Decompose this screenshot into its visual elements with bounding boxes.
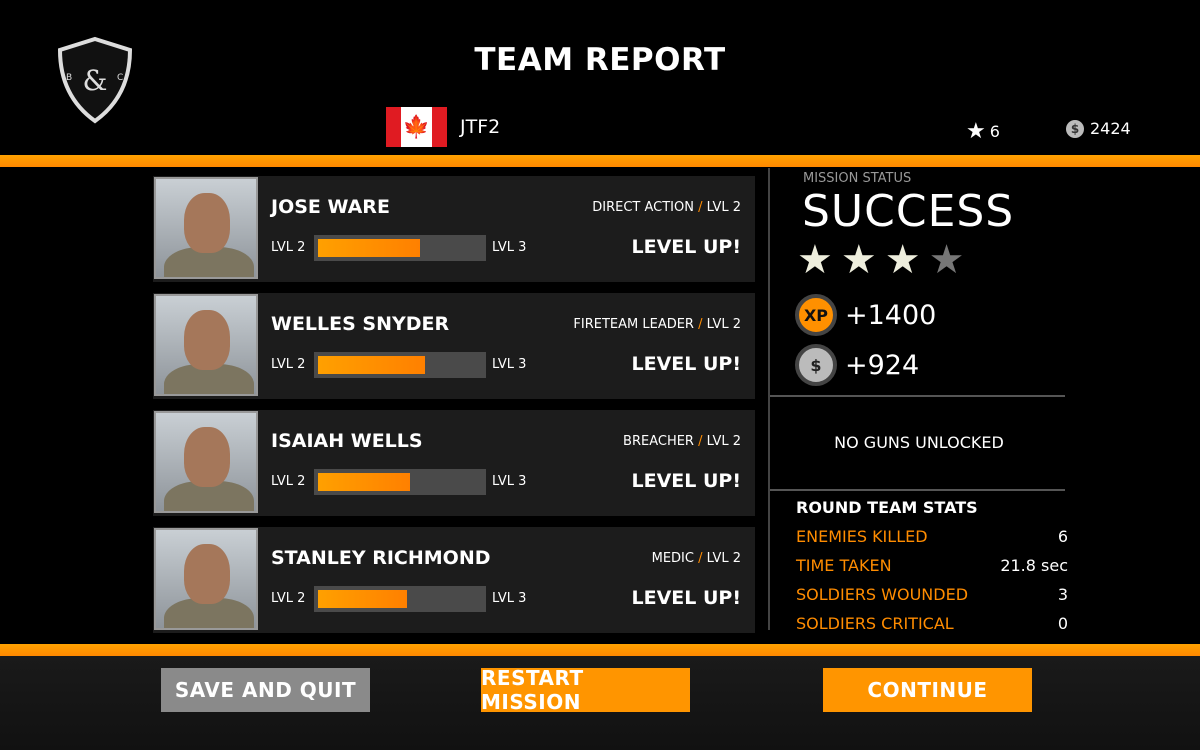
- stat-row: TIME TAKEN 21.8 sec: [796, 556, 1068, 575]
- xp-icon: XP: [795, 294, 837, 336]
- mission-status: SUCCESS: [802, 186, 1015, 237]
- stat-label: ENEMIES KILLED: [796, 527, 928, 546]
- xp-reward: XP +1400: [795, 294, 936, 336]
- soldier-portrait: [154, 177, 258, 279]
- svg-text:C: C: [117, 73, 123, 83]
- stat-label: SOLDIERS WOUNDED: [796, 585, 969, 604]
- xp-progress-bar: [314, 469, 486, 495]
- soldier-role: FIRETEAM LEADER / LVL 2: [573, 317, 741, 332]
- next-level: LVL 3: [492, 591, 527, 606]
- xp-progress-fill: [318, 356, 425, 374]
- guns-unlocked: NO GUNS UNLOCKED: [834, 433, 1004, 452]
- xp-progress-bar: [314, 586, 486, 612]
- dollar-icon: $: [795, 344, 837, 386]
- current-level: LVL 2: [271, 591, 306, 606]
- soldier-portrait: [154, 294, 258, 396]
- xp-progress-fill: [318, 239, 420, 257]
- next-level: LVL 3: [492, 474, 527, 489]
- soldier-name: WELLES SNYDER: [271, 313, 450, 335]
- mission-status-label: MISSION STATUS: [803, 171, 912, 186]
- current-level: LVL 2: [271, 357, 306, 372]
- level-up-status: LEVEL UP!: [631, 353, 741, 375]
- stat-value: 21.8 sec: [1000, 556, 1068, 575]
- soldier-card: ISAIAH WELLS BREACHER / LVL 2 LVL 2 LVL …: [153, 410, 755, 516]
- divider: [770, 489, 1065, 491]
- level-up-status: LEVEL UP!: [631, 236, 741, 258]
- level-up-status: LEVEL UP!: [631, 587, 741, 609]
- stat-value: 0: [1057, 614, 1068, 633]
- soldier-card: STANLEY RICHMOND MEDIC / LVL 2 LVL 2 LVL…: [153, 527, 755, 633]
- stat-label: TIME TAKEN: [796, 556, 892, 575]
- xp-progress-fill: [318, 590, 407, 608]
- svg-text:&: &: [83, 64, 108, 97]
- star-icon: ★: [797, 237, 833, 283]
- stat-value: 6: [1057, 527, 1068, 546]
- level-up-status: LEVEL UP!: [631, 470, 741, 492]
- divider-stripe: [0, 644, 1200, 656]
- save-and-quit-button[interactable]: SAVE AND QUIT: [161, 668, 370, 712]
- next-level: LVL 3: [492, 357, 527, 372]
- star-icon: ★: [840, 237, 877, 283]
- star-icon: ★: [928, 237, 965, 283]
- soldier-role: BREACHER / LVL 2: [623, 434, 741, 449]
- soldier-name: STANLEY RICHMOND: [271, 547, 491, 569]
- team-name: JTF2: [460, 116, 501, 138]
- money-count: $2424: [1066, 119, 1131, 138]
- soldier-role: DIRECT ACTION / LVL 2: [592, 200, 741, 215]
- round-stats-title: ROUND TEAM STATS: [796, 498, 978, 517]
- stat-row: SOLDIERS WOUNDED 3: [796, 585, 1068, 604]
- svg-text:B: B: [66, 73, 72, 83]
- canada-flag-icon: 🍁: [386, 107, 447, 147]
- divider-stripe: [0, 155, 1200, 167]
- stat-label: SOLDIERS CRITICAL: [796, 614, 954, 633]
- soldier-card: WELLES SNYDER FIRETEAM LEADER / LVL 2 LV…: [153, 293, 755, 399]
- stat-value: 3: [1057, 585, 1068, 604]
- stat-row: SOLDIERS CRITICAL 0: [796, 614, 1068, 633]
- coin-icon: $: [1066, 119, 1084, 138]
- soldier-card: JOSE WARE DIRECT ACTION / LVL 2 LVL 2 LV…: [153, 176, 755, 282]
- next-level: LVL 3: [492, 240, 527, 255]
- continue-button[interactable]: CONTINUE: [823, 668, 1032, 712]
- divider: [770, 395, 1065, 397]
- star-icon: ★: [966, 119, 986, 144]
- current-level: LVL 2: [271, 474, 306, 489]
- current-level: LVL 2: [271, 240, 306, 255]
- xp-progress-bar: [314, 352, 486, 378]
- xp-progress-fill: [318, 473, 410, 491]
- soldier-portrait: [154, 528, 258, 630]
- xp-progress-bar: [314, 235, 486, 261]
- restart-mission-button[interactable]: RESTART MISSION: [481, 666, 690, 714]
- star-count: ★ 6: [966, 119, 1000, 144]
- soldier-portrait: [154, 411, 258, 513]
- page-title: TEAM REPORT: [474, 42, 726, 78]
- star-icon: ★: [884, 237, 921, 283]
- soldier-name: JOSE WARE: [271, 196, 390, 218]
- stat-row: ENEMIES KILLED 6: [796, 527, 1068, 546]
- mission-rating: ★ ★ ★ ★: [797, 238, 964, 282]
- soldier-name: ISAIAH WELLS: [271, 430, 423, 452]
- soldier-role: MEDIC / LVL 2: [651, 551, 741, 566]
- vertical-divider: [768, 168, 770, 630]
- money-reward: $ +924: [795, 344, 919, 386]
